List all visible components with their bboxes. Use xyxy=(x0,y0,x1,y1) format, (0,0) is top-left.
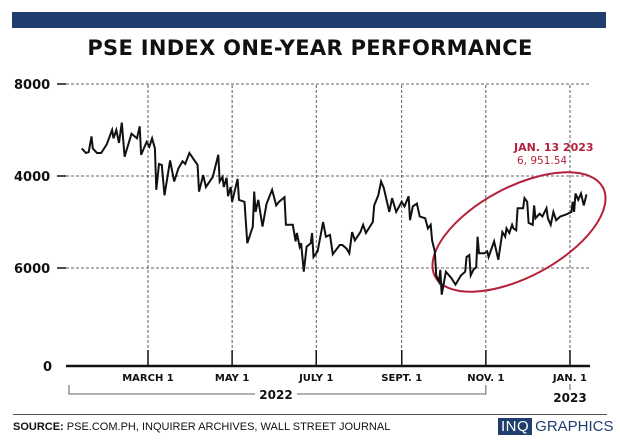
year-label-bg xyxy=(255,386,297,400)
divider xyxy=(13,414,607,415)
chart-title: PSE INDEX ONE-YEAR PERFORMANCE xyxy=(87,36,533,60)
x-tick-label: SEPT. 1 xyxy=(381,373,422,384)
source-label: SOURCE: xyxy=(13,421,64,433)
logo-inq: INQ xyxy=(498,418,533,435)
x-tick-label: MARCH 1 xyxy=(122,373,174,384)
source-text: PSE.COM.PH, INQUIRER ARCHIVES, WALL STRE… xyxy=(63,421,391,433)
year-label-2022: 2022 xyxy=(259,388,292,402)
y-tick-label: 8000 xyxy=(14,78,50,93)
logo-graphics: GRAPHICS xyxy=(535,418,614,435)
x-tick-label: JAN. 1 xyxy=(552,373,587,384)
x-tick-label: JULY 1 xyxy=(298,373,333,384)
series xyxy=(81,122,588,295)
x-tick-label: NOV. 1 xyxy=(467,373,504,384)
source-note: SOURCE: PSE.COM.PH, INQUIRER ARCHIVES, W… xyxy=(13,421,390,433)
pse-index-line xyxy=(81,122,588,295)
y-tick-label: 4000 xyxy=(14,170,50,185)
y-tick-label: 6000 xyxy=(14,262,50,277)
gridlines xyxy=(66,83,590,366)
inq-graphics-logo: INQ GRAPHICS xyxy=(498,418,614,435)
axes: 8000 4000 6000 0 MARCH 1 MAY 1 JULY 1 SEPT. 1 NO… xyxy=(14,78,590,405)
highlight-ellipse xyxy=(431,171,607,293)
x-tick-label: MAY 1 xyxy=(215,373,249,384)
y-tick-label: 0 xyxy=(43,360,52,375)
annotation-date: JAN. 13 2023 xyxy=(513,141,594,154)
year-label-2023: 2023 xyxy=(553,391,586,405)
top-banner xyxy=(12,12,606,28)
annotation: JAN. 13 2023 6, 951.54 xyxy=(431,141,607,293)
annotation-value: 6, 951.54 xyxy=(517,155,567,167)
